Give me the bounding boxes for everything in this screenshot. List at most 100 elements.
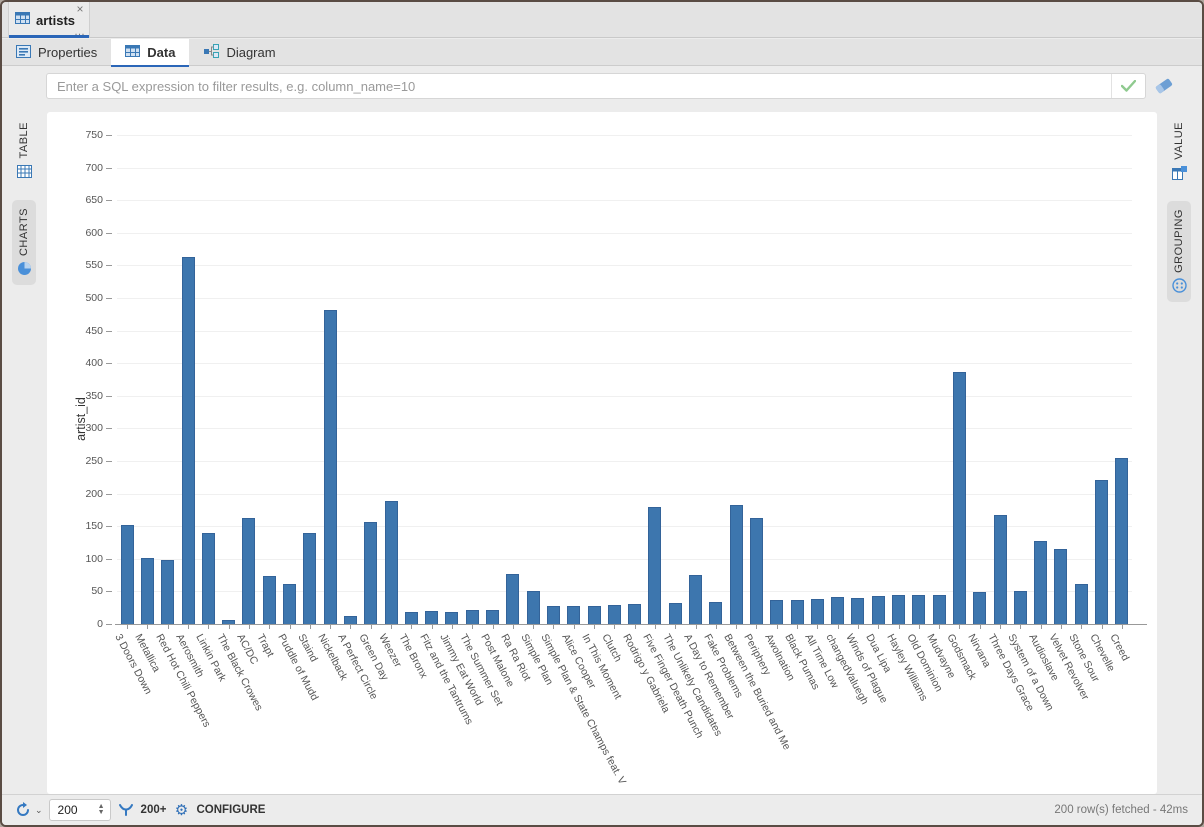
x-tick-mark — [594, 624, 596, 629]
apply-filter-button[interactable] — [1111, 74, 1145, 98]
x-tick-mark — [147, 624, 149, 629]
y-tick-mark — [106, 558, 112, 560]
tab-properties[interactable]: Properties — [2, 39, 111, 66]
left-rail: TABLE CHARTS — [2, 104, 46, 796]
overflow-icon[interactable]: … — [74, 26, 86, 38]
filterbar — [2, 67, 1202, 104]
tab-diagram[interactable]: Diagram — [189, 39, 289, 66]
x-tick-mark — [451, 624, 453, 629]
x-tick-mark — [654, 624, 656, 629]
x-tick-mark — [614, 624, 616, 629]
bar — [384, 500, 398, 624]
tab-label: Data — [147, 45, 176, 60]
statusbar: ⌄ ▲ ▼ 200+ ⚙ CONFIGURE 200 row(s) fetche… — [2, 794, 1202, 825]
y-tick-label: 700 — [85, 161, 103, 174]
bar — [973, 592, 987, 624]
bar — [506, 573, 520, 624]
bar — [628, 603, 642, 624]
x-tick-mark — [533, 624, 535, 629]
gridline — [117, 298, 1132, 299]
table-icon — [125, 45, 141, 60]
y-tick-label: 150 — [85, 520, 103, 533]
subtabbar: Properties Data Diagram — [2, 39, 1202, 67]
x-tick-mark — [878, 624, 880, 629]
rail-item-charts[interactable]: CHARTS — [12, 199, 36, 285]
configure-button[interactable]: CONFIGURE — [196, 804, 266, 816]
step-down-icon[interactable]: ▼ — [97, 809, 105, 816]
x-tick-mark — [1020, 624, 1022, 629]
fetch-more-icon[interactable] — [117, 801, 135, 819]
gear-icon[interactable]: ⚙ — [174, 801, 189, 819]
chart-panel: artist_id 0 50 100 150 200 250 300 350 400 450 500… — [47, 112, 1157, 794]
x-tick-mark — [715, 624, 717, 629]
fetch-size-input[interactable] — [49, 803, 90, 817]
gridline — [117, 526, 1132, 528]
bar — [1013, 590, 1027, 624]
tab-artists[interactable]: artists × … — [8, 2, 90, 38]
x-tick-mark — [330, 624, 332, 629]
tab-label: Diagram — [226, 45, 276, 60]
x-axis-line — [115, 624, 1147, 625]
x-tick-mark — [1101, 624, 1103, 629]
bar — [749, 518, 763, 624]
gridline — [117, 363, 1132, 365]
y-tick-label: 250 — [85, 455, 103, 467]
bar — [668, 603, 682, 624]
y-tick-mark — [106, 167, 112, 169]
gridline — [117, 232, 1132, 234]
y-tick-label: 400 — [85, 357, 103, 370]
close-icon[interactable]: × — [76, 2, 84, 16]
eraser-icon[interactable] — [1154, 77, 1174, 95]
fetch-more-label[interactable]: 200+ — [140, 804, 167, 816]
editor-tabbar: artists × … — [2, 2, 1202, 38]
x-tick-mark — [939, 624, 941, 629]
bar — [140, 558, 154, 624]
x-tick-mark — [837, 624, 839, 629]
bar — [262, 575, 276, 624]
y-tick-label: 600 — [85, 226, 103, 239]
bar — [587, 606, 601, 624]
rail-label: TABLE — [18, 122, 30, 159]
rail-item-table[interactable]: TABLE — [12, 114, 36, 188]
y-tick-label: 750 — [85, 129, 103, 141]
y-tick-mark — [106, 526, 112, 528]
y-tick-mark — [106, 135, 112, 136]
fetch-size-box: ▲ ▼ — [48, 799, 111, 821]
bar — [993, 515, 1007, 624]
y-tick-mark — [106, 428, 112, 430]
rail-item-grouping[interactable]: GROUPING — [1167, 200, 1191, 302]
bar — [871, 595, 885, 624]
chevron-down-icon[interactable]: ⌄ — [35, 804, 43, 815]
gridline — [117, 395, 1132, 397]
stepper-icons[interactable]: ▲ ▼ — [97, 803, 110, 816]
y-tick-label: 450 — [85, 324, 103, 337]
y-tick-label: 0 — [97, 618, 103, 630]
x-tick-mark — [736, 624, 738, 629]
x-axis-label: Trapt — [254, 632, 277, 659]
x-tick-mark — [959, 624, 961, 629]
tab-data[interactable]: Data — [111, 39, 190, 67]
step-up-icon[interactable]: ▲ — [97, 803, 105, 810]
y-tick-label: 300 — [85, 422, 103, 435]
rail-item-value[interactable]: VALUE — [1167, 114, 1191, 189]
bar — [831, 597, 845, 624]
x-tick-mark — [817, 624, 819, 629]
bar — [343, 615, 357, 624]
bar — [912, 595, 926, 624]
x-tick-mark — [776, 624, 778, 629]
bar — [1115, 457, 1129, 624]
sql-filter-input[interactable] — [47, 78, 1111, 94]
x-tick-mark — [472, 624, 474, 629]
sql-filter-box — [46, 73, 1146, 99]
x-tick-mark — [492, 624, 494, 629]
bar — [364, 521, 378, 624]
x-tick-mark — [431, 624, 433, 629]
gridline — [117, 493, 1132, 495]
x-tick-mark — [675, 624, 677, 629]
x-tick-mark — [188, 624, 190, 629]
y-tick-mark — [106, 395, 112, 397]
bar — [892, 595, 906, 624]
x-tick-mark — [1081, 624, 1083, 629]
x-tick-mark — [228, 624, 230, 629]
refresh-icon[interactable] — [14, 801, 32, 819]
